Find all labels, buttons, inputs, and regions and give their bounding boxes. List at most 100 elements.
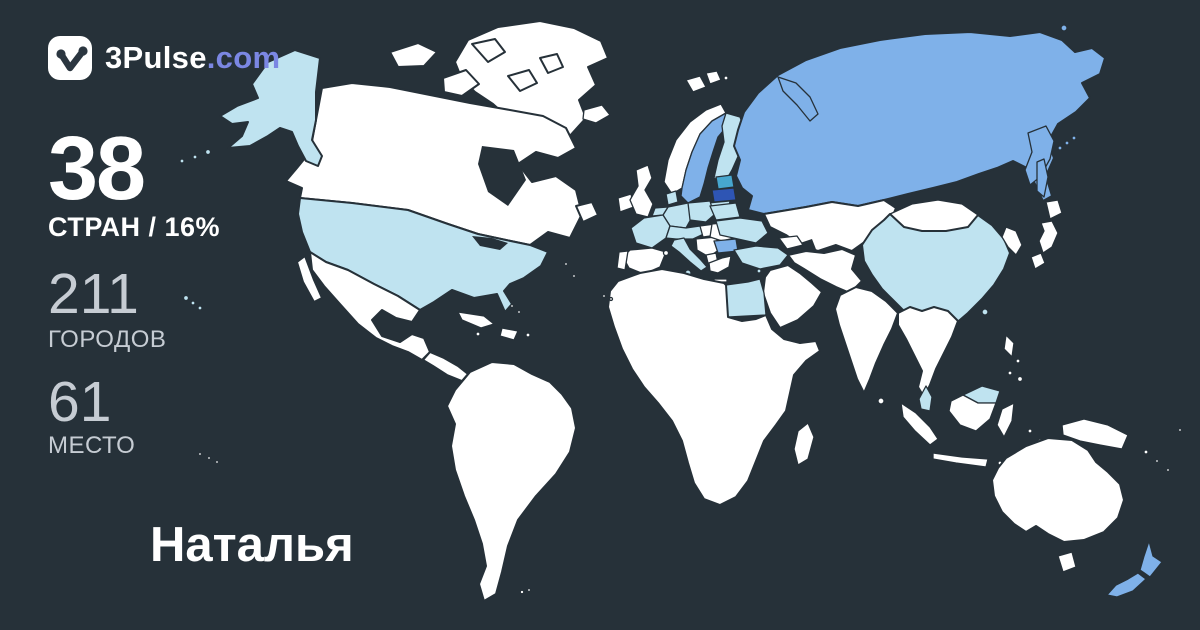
country-alaska [219,49,323,167]
tasmania-island [1057,551,1077,573]
country-newfoundland [575,201,599,223]
new-zealand-south [1106,572,1147,598]
country-australia [991,437,1125,543]
country-middle-east [787,248,863,294]
country-china [861,213,1011,336]
country-ukraine [715,217,769,244]
country-france [630,214,671,249]
sardinia-island [662,249,670,257]
country-arctic-island [471,38,506,63]
japan-hokkaido [1045,199,1063,220]
novaya-zemlya [777,76,819,122]
country-poland [687,200,715,223]
country-arctic-island [507,69,538,92]
country-denmark [665,190,679,206]
caribbean-island [525,332,531,338]
kuril-island [1071,135,1077,141]
aleutian-island [192,154,198,160]
country-estonia [715,174,735,190]
country-greece [708,255,732,274]
country-south-america [446,361,577,602]
polynesia-island [206,455,212,461]
oceania [991,418,1183,598]
countries-count: 38 [48,119,146,219]
aleutian-island [204,148,212,156]
cities-count: 211 [48,262,139,326]
madagascar-island [793,422,815,466]
canary-island [601,293,607,299]
falkland-island [519,589,525,595]
azores-island [571,273,577,279]
hudson-bay [478,146,526,206]
country-arctic-island [389,42,438,68]
philippine-island [1007,370,1013,376]
places-label: МЕСТО [48,432,136,459]
brand-logo: 3Pulse.com [48,36,280,80]
borneo-island [948,394,997,432]
russia-asia [725,24,1106,470]
pacific-island [1154,458,1160,464]
pacific-island [1143,449,1149,455]
java-island [932,452,989,468]
country-cuba [457,311,495,329]
hawaii-island [182,294,190,302]
taiwan-island [981,308,989,316]
pulse-check-icon [48,36,92,80]
user-name: Наталья [150,518,354,572]
caribbean-island [509,303,515,309]
cyprus-island [756,268,762,274]
wrangel-island [1060,24,1068,32]
south-america [197,361,577,602]
great-lakes [472,236,508,250]
new-guinea-island [1061,418,1129,450]
places-count: 61 [48,370,112,434]
country-uk [629,164,654,218]
hawaii-island [197,305,203,311]
north-america [179,20,609,382]
country-arctic-island [442,69,480,97]
country-svalbard [723,75,729,81]
country-philippines [1003,334,1015,358]
hawaii-island [190,300,196,306]
brand-name: 3Pulse.com [105,40,280,76]
country-malaysia-peninsula [918,385,933,412]
pacific-island [1177,427,1183,433]
polynesia-island [197,451,203,457]
country-turkey [733,245,789,270]
africa [563,261,821,506]
sulawesi-island [996,402,1015,438]
country-india [834,286,899,394]
country-iceland [582,104,611,124]
brand-name-main: 3Pulse [105,40,207,75]
country-italy [670,237,708,272]
country-africa [607,268,821,506]
country-belarus [709,202,741,221]
kuril-island [1064,140,1070,146]
country-latvia [711,187,737,203]
country-central-america [422,351,469,382]
countries-label: СТРАН / 16% [48,212,220,242]
country-czech-austria [665,225,707,240]
canary-island [608,296,614,302]
country-caucasus [778,235,804,250]
aleutian-island [179,158,185,164]
japan-honshu [1038,220,1059,254]
japan-kyushu [1030,252,1046,270]
europe [582,70,789,283]
country-korea [1001,226,1023,256]
molucca-island [1027,428,1033,434]
caribbean-island [475,331,481,337]
country-egypt [725,278,767,318]
country-russia [733,31,1106,215]
philippine-island [1016,375,1024,383]
country-svalbard [705,70,722,85]
falkland-island [526,587,532,593]
new-zealand-north [1139,540,1163,578]
azores-island [563,261,569,267]
country-portugal [616,250,629,271]
country-baja [296,255,323,303]
brand-name-suffix: .com [206,40,281,75]
sumatra-island [900,402,939,446]
country-mexico [309,251,431,361]
